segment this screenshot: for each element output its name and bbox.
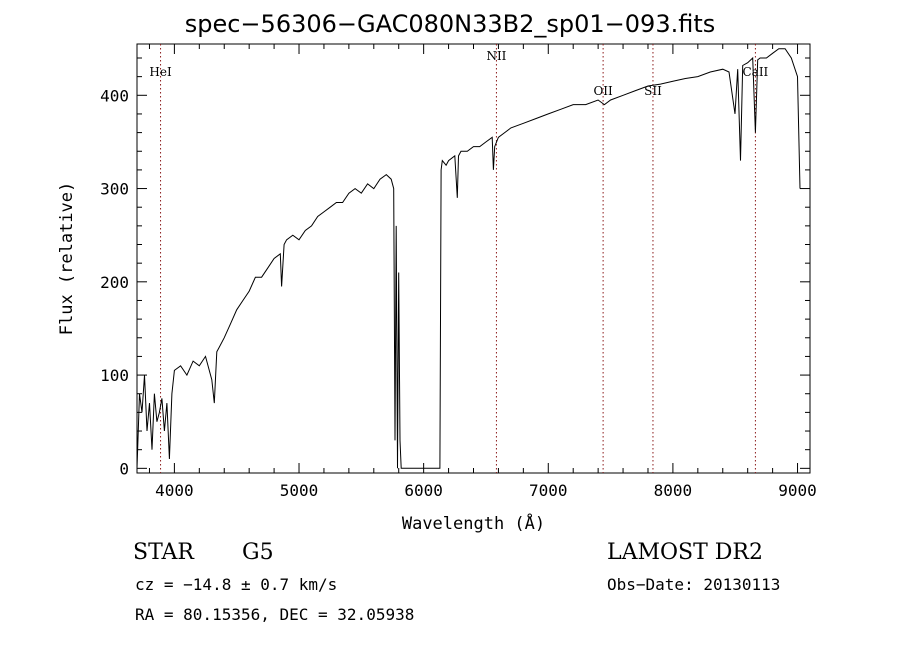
spectrum-line <box>136 48 801 469</box>
y-tick-label: 100 <box>100 366 129 385</box>
x-tick-label: 9000 <box>778 481 817 500</box>
object-class: STAR <box>133 540 194 565</box>
chart-title: spec−56306−GAC080N33B2_sp01−093.fits <box>184 10 716 38</box>
x-tick-label: 7000 <box>529 481 568 500</box>
y-tick-label: 0 <box>119 459 129 478</box>
x-tick-label: 6000 <box>404 481 443 500</box>
y-tick-label: 200 <box>100 273 129 292</box>
y-tick-label: 400 <box>100 86 129 105</box>
x-tick-label: 4000 <box>155 481 194 500</box>
survey-release: LAMOST DR2 <box>607 540 763 565</box>
observation-date: Obs−Date: 20130113 <box>607 575 781 594</box>
plot-frame <box>136 43 811 474</box>
object-subclass: G5 <box>242 540 274 565</box>
y-tick-label: 300 <box>100 180 129 199</box>
x-axis-label: Wavelength (Å) <box>402 512 545 534</box>
y-axis-label: Flux (relative) <box>57 182 77 336</box>
ra-dec-coordinates: RA = 80.15356, DEC = 32.05938 <box>135 605 415 624</box>
x-tick-label: 8000 <box>654 481 693 500</box>
spectral-line-label: OII <box>593 84 613 98</box>
spectral-line-label: HeI <box>149 65 172 79</box>
spectral-line-label: CaII <box>742 65 768 79</box>
spectral-line-label: SII <box>644 84 662 98</box>
redshift-cz: cz = −14.8 ± 0.7 km/s <box>135 575 338 594</box>
spectral-line-label: NII <box>486 49 506 63</box>
x-tick-label: 5000 <box>280 481 319 500</box>
